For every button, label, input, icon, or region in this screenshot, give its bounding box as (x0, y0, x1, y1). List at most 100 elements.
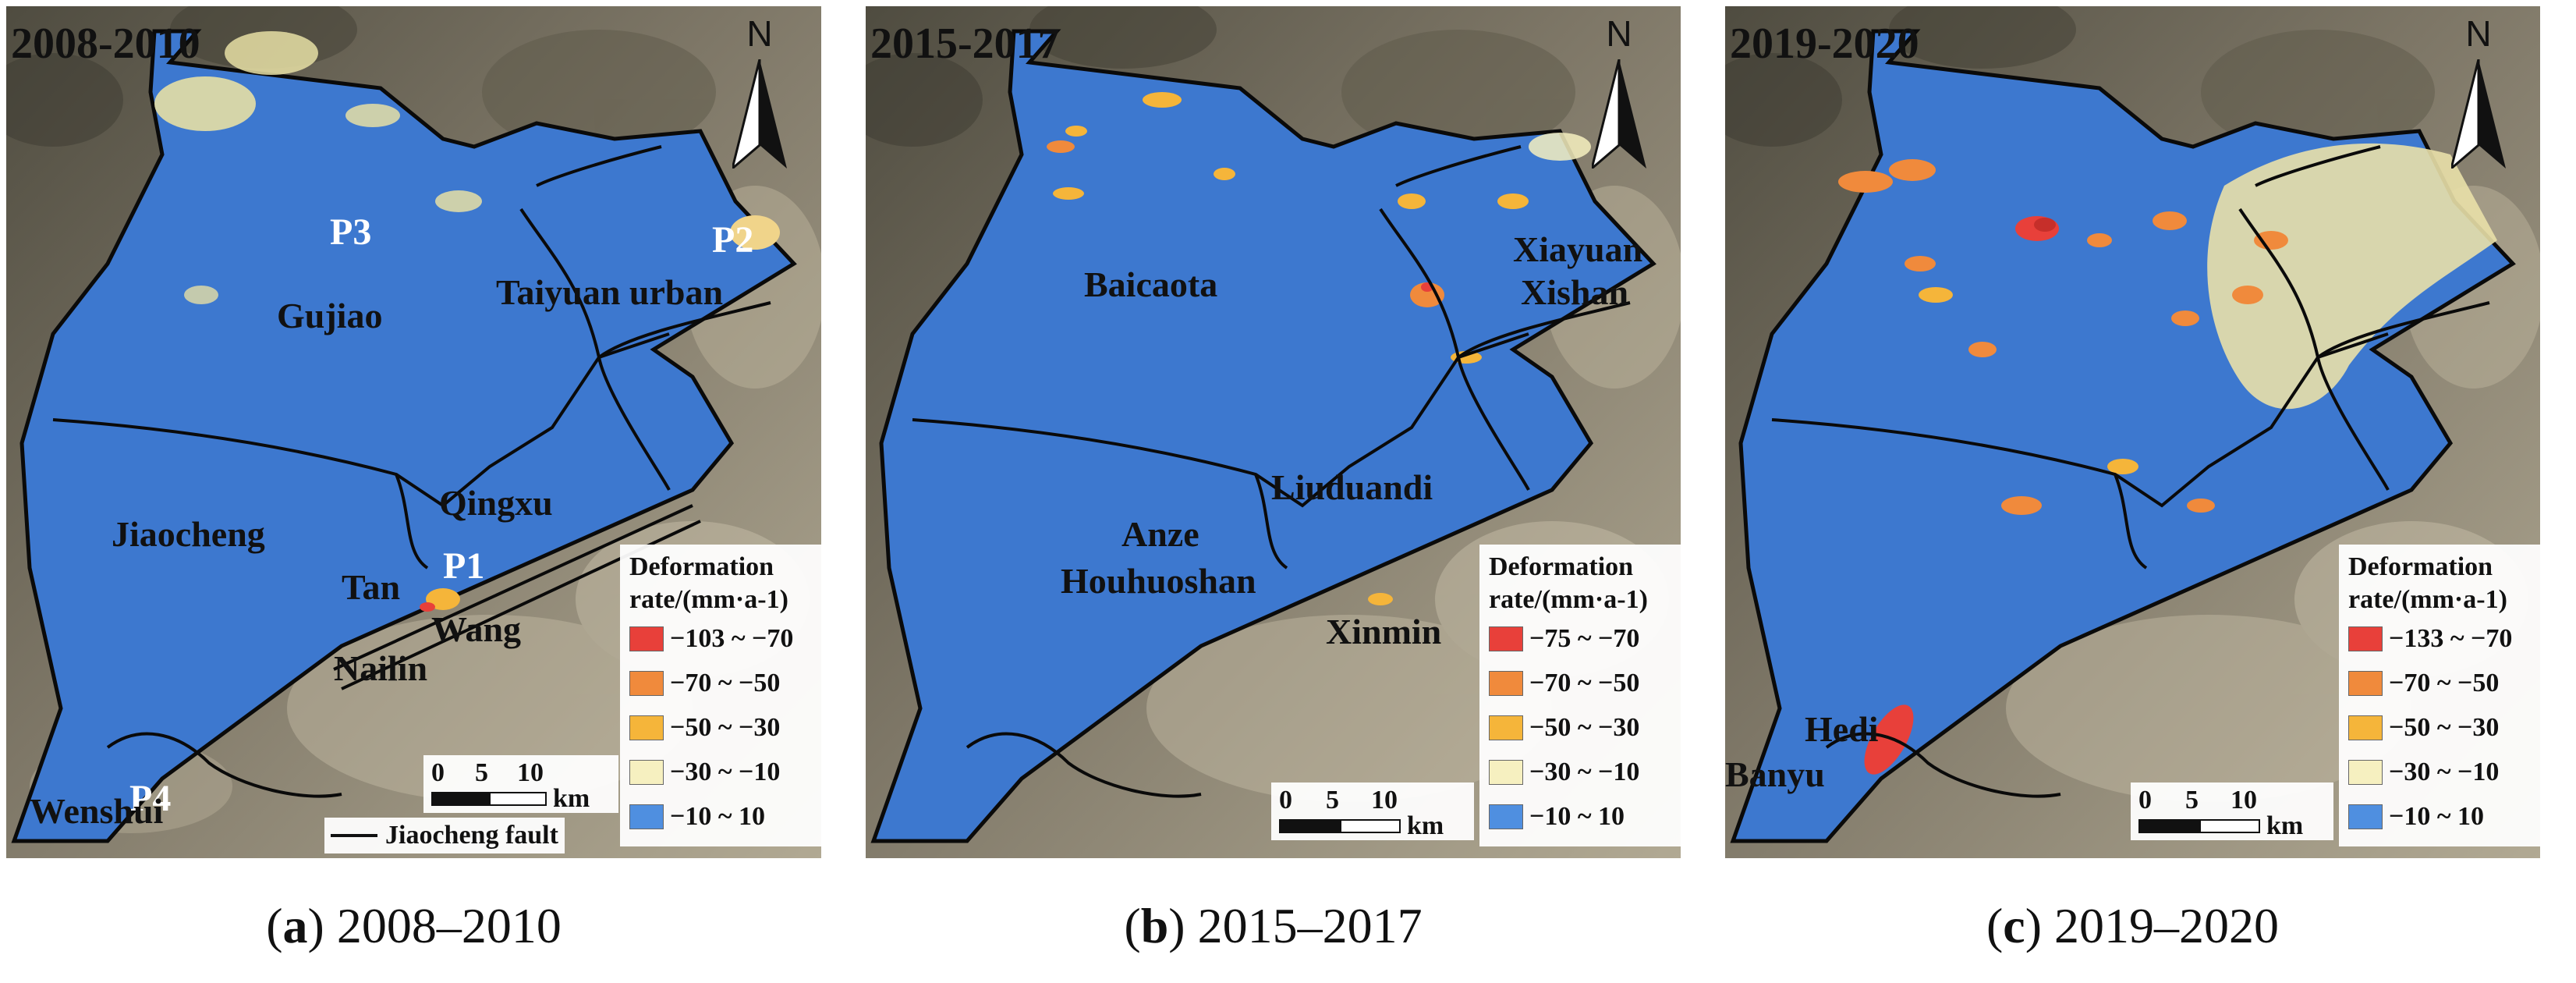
label-houhuoshan: Houhuoshan (1061, 561, 1256, 601)
legend-row: −75 ~ −70 (1489, 616, 1676, 661)
map-panel-a: 2008-2010 N P3 P2 P1 P4 Gujiao Taiyuan u… (6, 6, 821, 858)
legend-row: −103 ~ −70 (629, 616, 817, 661)
label-xiayuan: Xiayuan (1513, 229, 1643, 269)
legend-row: −70 ~ −50 (629, 661, 817, 705)
swatch-amber (629, 715, 664, 740)
caption-c: (c) 2019–2020 (1986, 898, 2280, 953)
swatch-blue (629, 804, 664, 829)
legend-class-label: −30 ~ −10 (670, 757, 781, 786)
north-label: N (746, 13, 773, 54)
scale-tick: 5 (2185, 786, 2199, 814)
study-area-boundary (11, 29, 797, 843)
scale-tick: 10 (517, 758, 544, 787)
swatch-red (1489, 626, 1523, 651)
map-panel-b: 2015-2017 N Baicaota Xiayuan Xishan Liud… (866, 6, 1681, 858)
legend-class-label: −103 ~ −70 (670, 623, 794, 653)
scale-ticks: 0 5 10 (431, 758, 611, 790)
legend-class-label: −70 ~ −50 (1529, 668, 1640, 697)
label-p2: P2 (712, 219, 754, 261)
swatch-cream (1489, 759, 1523, 785)
scale-segment (2199, 819, 2260, 833)
legend-row: −30 ~ −10 (1489, 750, 1676, 794)
scale-tick: 10 (2231, 786, 2257, 814)
scale-bar-graphic: km (1279, 811, 1466, 840)
legend-a: Deformation rate/(mm·a-1) −103 ~ −70 −70… (620, 545, 821, 846)
label-taiyuan-urban: Taiyuan urban (496, 272, 724, 312)
scale-bar-a: 0 5 10 km (423, 755, 618, 813)
fault-legend-label: Jiaocheng fault (385, 821, 558, 850)
legend-class-label: −70 ~ −50 (2389, 668, 2500, 697)
north-arrow-c: N (2443, 12, 2514, 169)
label-jiaocheng: Jiaocheng (112, 514, 265, 554)
scale-tick: 5 (475, 758, 488, 787)
label-p4: P4 (129, 778, 172, 819)
scale-bar-c: 0 5 10 km (2131, 782, 2333, 840)
scale-bar-graphic: km (431, 784, 611, 813)
legend-row: −50 ~ −30 (1489, 705, 1676, 750)
north-arrow-b: N (1584, 12, 1654, 169)
scale-segment (2138, 819, 2199, 833)
legend-row: −133 ~ −70 (2348, 616, 2535, 661)
scale-tick: 10 (1371, 786, 1398, 814)
legend-title-line2: rate/(mm·a-1) (2348, 585, 2507, 614)
north-arrow-icon (1592, 59, 1646, 169)
legend-row: −70 ~ −50 (2348, 661, 2535, 705)
legend-row: −30 ~ −10 (2348, 750, 2535, 794)
scale-tick: 0 (1279, 786, 1292, 814)
legend-title-line2: rate/(mm·a-1) (1489, 585, 1648, 614)
legend-row: −30 ~ −10 (629, 750, 817, 794)
legend-class-label: −133 ~ −70 (2389, 623, 2513, 653)
caption-letter: a (282, 898, 308, 953)
caption-b: (b) 2015–2017 (1124, 898, 1423, 953)
label-p3: P3 (330, 211, 372, 253)
scale-bar-graphic: km (2138, 811, 2326, 840)
legend-row: −10 ~ 10 (1489, 794, 1676, 839)
swatch-red (629, 626, 664, 651)
scale-unit: km (1407, 811, 1444, 840)
legend-class-label: −30 ~ −10 (1529, 757, 1640, 786)
scale-unit: km (2266, 811, 2304, 840)
label-qingxu: Qingxu (439, 483, 553, 523)
label-xishan: Xishan (1521, 272, 1629, 312)
scale-unit: km (553, 784, 590, 813)
caption-letter: b (1140, 898, 1169, 953)
north-arrow-icon (2451, 59, 2506, 169)
swatch-orange (2348, 670, 2383, 696)
legend-row: −50 ~ −30 (2348, 705, 2535, 750)
administrative-boundaries (52, 145, 771, 798)
legend-class-label: −75 ~ −70 (1529, 623, 1640, 653)
period-title-b: 2015-2017 (870, 20, 1060, 68)
administrative-boundaries (1771, 145, 2490, 798)
legend-class-label: −50 ~ −30 (670, 712, 781, 742)
scale-segment (1279, 819, 1340, 833)
label-nailin: Nailin (334, 648, 428, 688)
label-tan: Tan (342, 567, 401, 607)
label-anze: Anze (1121, 514, 1199, 554)
swatch-blue (2348, 804, 2383, 829)
administrative-boundaries (912, 145, 1631, 798)
deformation-map-b (866, 6, 1681, 858)
caption-letter: c (2003, 898, 2025, 953)
scale-segment (1340, 819, 1401, 833)
legend-title-line1: Deformation (2348, 552, 2493, 581)
label-banyu: Banyu (1725, 754, 1825, 794)
scale-segment (489, 792, 547, 806)
scale-segment (431, 792, 489, 806)
legend-title-line1: Deformation (629, 552, 774, 581)
swatch-blue (1489, 804, 1523, 829)
label-wenshui: Wenshui (30, 791, 164, 831)
scale-tick: 5 (1326, 786, 1339, 814)
swatch-orange (629, 670, 664, 696)
map-panel-c: 2019-2020 N Hedi Banyu Deformation rate/… (1725, 6, 2540, 858)
north-label: N (2465, 13, 2492, 54)
north-arrow-a: N (725, 12, 795, 169)
caption-text: 2008–2010 (336, 898, 562, 953)
legend-class-label: −70 ~ −50 (670, 668, 781, 697)
label-wang: Wang (431, 609, 522, 649)
fault-line-symbol (331, 834, 377, 837)
swatch-cream (629, 759, 664, 785)
legend-row: −10 ~ 10 (2348, 794, 2535, 839)
caption-text: 2015–2017 (1197, 898, 1423, 953)
period-title-c: 2019-2020 (1730, 20, 1919, 68)
label-gujiao: Gujiao (277, 296, 383, 335)
